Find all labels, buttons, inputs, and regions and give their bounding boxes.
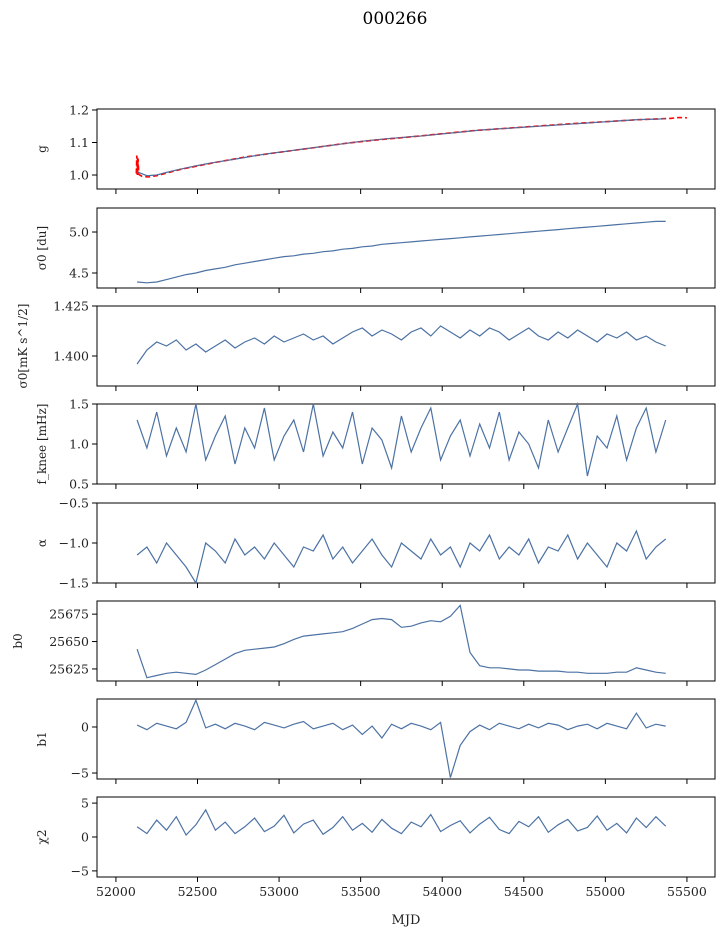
axes-frame xyxy=(96,305,716,387)
y-tick-label: 1.0 xyxy=(69,437,89,452)
x-axis-label: MJD xyxy=(392,913,421,928)
series-line xyxy=(136,529,667,585)
y-tick-label: 0 xyxy=(81,830,89,845)
x-tick-label: 54500 xyxy=(504,884,544,899)
x-tick-label: 52500 xyxy=(178,884,218,899)
y-tick-label: 25650 xyxy=(49,634,89,649)
y-tick-label: −5 xyxy=(71,863,89,878)
y-axis-label: b1 xyxy=(35,731,49,746)
y-tick-label: −1.0 xyxy=(59,536,89,551)
axes-frame xyxy=(96,600,716,682)
subplot-5: −1.5 −1.0 −0.5 α xyxy=(35,496,716,591)
y-axis-label: f_knee [mHz] xyxy=(35,404,49,485)
y-axis-label: χ2 xyxy=(35,830,49,845)
series-line xyxy=(136,325,666,365)
y-tick-label: 4.5 xyxy=(69,266,89,281)
x-tick-label: 53000 xyxy=(259,884,299,899)
y-tick-label: 1.425 xyxy=(53,299,89,314)
y-axis-label: σ0 [du] xyxy=(35,226,49,270)
y-tick-label: 0 xyxy=(81,719,89,734)
chart-title: 000266 xyxy=(363,9,428,29)
series-line xyxy=(136,698,666,778)
subplot-6: 25625 25650 25675 b0 xyxy=(11,600,716,686)
overlay-line xyxy=(135,116,687,178)
axes-frame xyxy=(96,502,716,584)
x-tick-label: 55500 xyxy=(667,884,707,899)
axes-frame xyxy=(96,796,716,878)
y-axis-label: b0 xyxy=(11,633,25,648)
y-tick-label: 5.0 xyxy=(69,225,89,240)
series-line xyxy=(136,118,666,177)
x-tick-label: 52000 xyxy=(96,884,136,899)
axes-frame xyxy=(96,403,716,485)
axes-frame xyxy=(96,698,716,780)
subplot-4: 0.5 1.0 1.5 f_knee [mHz] xyxy=(35,397,716,492)
y-tick-label: 1.1 xyxy=(69,135,89,150)
subplot-1: 1.0 1.1 1.2 g xyxy=(35,102,716,194)
y-tick-label: −5 xyxy=(71,766,89,781)
y-tick-label: 5 xyxy=(81,796,89,811)
y-tick-label: 1.400 xyxy=(53,349,89,364)
subplot-3: 1.400 1.425 σ0[mK s^1/2] xyxy=(16,299,716,391)
x-tick-label: 53500 xyxy=(341,884,381,899)
subplot-8: −5 0 5 52000 52500 53000 53500 54000 54500 55000 5… xyxy=(35,796,716,899)
axes-frame xyxy=(96,108,716,190)
y-tick-label: −1.5 xyxy=(59,576,89,591)
y-tick-label: 25625 xyxy=(49,661,89,676)
y-tick-label: 1.5 xyxy=(69,397,89,412)
series-line xyxy=(137,220,666,284)
y-tick-label: 0.5 xyxy=(69,477,89,492)
series-line xyxy=(136,604,666,679)
series-line xyxy=(136,401,667,477)
x-tick-label: 55000 xyxy=(585,884,625,899)
y-axis-label: α xyxy=(35,539,49,547)
y-tick-label: 1.2 xyxy=(69,102,89,117)
y-axis-label: σ0[mK s^1/2] xyxy=(16,304,30,389)
y-tick-label: −0.5 xyxy=(59,496,89,511)
subplot-2: 4.5 5.0 σ0 [du] xyxy=(35,207,716,293)
series-line xyxy=(136,808,667,837)
subplot-7: −5 0 b1 xyxy=(35,698,716,784)
y-axis-label: g xyxy=(35,145,49,153)
axes-frame xyxy=(96,207,716,289)
x-tick-label: 54000 xyxy=(422,884,462,899)
series-line xyxy=(136,118,666,177)
y-tick-label: 25675 xyxy=(49,607,89,622)
y-tick-label: 1.0 xyxy=(69,168,89,183)
